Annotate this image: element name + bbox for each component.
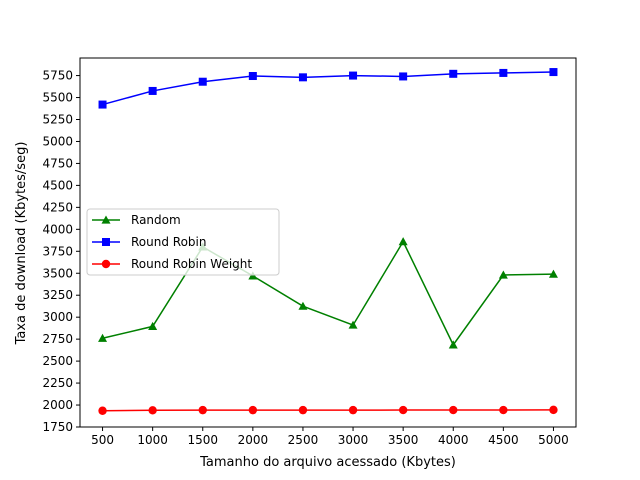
data-point-random — [348, 320, 358, 329]
data-point-round-robin-weight — [398, 405, 408, 415]
data-point-round-robin — [148, 86, 157, 95]
series-line-round-robin-weight — [102, 409, 554, 412]
series-round-robin-weight — [98, 405, 558, 415]
series-layer — [98, 68, 558, 415]
legend-marker-round-robin-weight — [101, 259, 111, 269]
y-tick-label: 2500 — [42, 354, 73, 368]
x-tick-label: 500 — [91, 433, 114, 447]
y-tick-label: 5500 — [42, 91, 73, 105]
data-point-round-robin-weight — [248, 405, 258, 415]
data-point-round-robin-weight — [449, 405, 458, 415]
data-point-random — [398, 237, 408, 246]
x-tick-label: 3000 — [338, 433, 369, 447]
y-tick-label: 5000 — [42, 134, 73, 148]
data-point-round-robin — [298, 73, 307, 82]
legend-marker-round-robin — [102, 238, 110, 246]
data-point-random — [148, 321, 158, 331]
data-point-round-robin-weight — [549, 405, 558, 415]
legend: Random Round Robin Round Robin Weight — [86, 208, 280, 276]
y-tick-label: 4500 — [42, 178, 73, 192]
data-point-round-robin — [198, 77, 207, 86]
x-tick-label: 5000 — [538, 433, 569, 447]
data-point-random — [498, 270, 508, 279]
data-point-round-robin — [98, 100, 107, 109]
plot-frame — [79, 57, 577, 428]
series-line-random — [102, 240, 554, 347]
y-axis-label: Taxa de download (Kbytes/seg) — [14, 142, 29, 346]
y-tick-label: 3000 — [42, 310, 73, 324]
y-tick-label: 2750 — [42, 332, 73, 346]
x-tick-label: 3500 — [388, 433, 419, 447]
data-point-round-robin-weight — [148, 406, 157, 415]
legend-marker-random — [101, 215, 111, 224]
data-point-random — [548, 269, 558, 278]
y-tick-label: 4000 — [42, 222, 73, 236]
y-tick-label: 2000 — [42, 398, 73, 412]
x-tick-label: 2000 — [238, 433, 269, 447]
legend-label-round-robin: Round Robin — [131, 235, 206, 249]
x-tick-label: 4500 — [488, 433, 519, 447]
data-point-round-robin-weight — [98, 406, 107, 415]
legend-box — [86, 208, 280, 276]
x-axis-label: Tamanho do arquivo acessado (Kbytes) — [199, 455, 456, 470]
series-round-robin — [98, 68, 558, 109]
data-point-random — [448, 340, 458, 349]
data-point-round-robin — [248, 72, 257, 81]
y-tick-label: 4250 — [42, 200, 73, 214]
y-tick-label: 5250 — [42, 113, 73, 127]
data-point-round-robin-weight — [198, 405, 207, 415]
data-point-random — [298, 301, 308, 310]
legend-label-random: Random — [131, 213, 181, 227]
legend-label-round-robin-weight: Round Robin Weight — [131, 257, 252, 271]
data-point-round-robin — [449, 69, 458, 78]
series-random — [98, 237, 558, 349]
x-tick-label: 1000 — [137, 433, 168, 447]
y-tick-label: 3250 — [42, 288, 73, 302]
y-tick-label: 3750 — [42, 244, 73, 258]
data-point-round-robin-weight — [348, 405, 358, 415]
x-axis: 500 1000 1500 2000 2500 3000 3500 4000 4500 5000 — [91, 427, 569, 447]
data-point-round-robin-weight — [499, 405, 508, 415]
data-point-round-robin — [349, 71, 358, 80]
y-tick-label: 3500 — [42, 266, 73, 280]
y-tick-label: 5750 — [42, 69, 73, 83]
series-line-round-robin — [102, 71, 554, 106]
data-point-round-robin — [549, 68, 558, 77]
data-point-round-robin-weight — [298, 405, 308, 415]
x-tick-label: 4000 — [438, 433, 469, 447]
data-point-random — [98, 333, 108, 342]
x-tick-label: 1500 — [187, 433, 218, 447]
y-tick-label: 4750 — [42, 156, 73, 170]
data-point-round-robin — [499, 68, 508, 77]
y-tick-label: 1750 — [42, 420, 73, 434]
data-point-round-robin — [399, 72, 408, 81]
y-tick-label: 2250 — [42, 376, 73, 390]
x-tick-label: 2500 — [288, 433, 319, 447]
y-axis: 1750 2000 2250 2500 2750 3000 3250 3500 3750 4000… — [42, 69, 80, 434]
